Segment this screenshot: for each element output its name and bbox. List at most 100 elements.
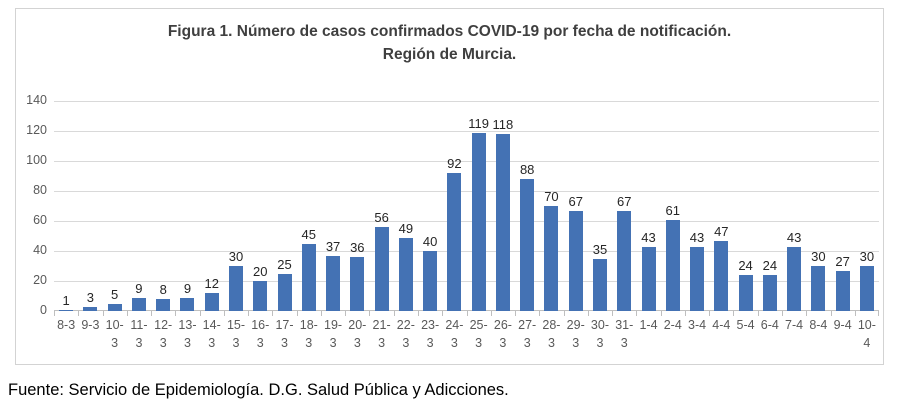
bar-slot: 40 23- 3: [417, 101, 442, 350]
y-axis-label: 0: [40, 303, 47, 317]
bar-value-label: 47: [714, 223, 729, 239]
bar-slot: 3 9-3: [78, 101, 102, 332]
x-axis-tick: [709, 311, 711, 316]
x-axis-tick: [126, 311, 128, 316]
x-axis-label: 16- 3: [251, 318, 270, 351]
bar-value-label: 24: [762, 258, 778, 273]
bar-value-label: 5: [111, 286, 119, 302]
x-axis-tick: [587, 311, 589, 316]
x-axis-tick: [223, 311, 225, 316]
bar: [131, 297, 146, 311]
x-axis-label: 3-4: [687, 318, 707, 332]
gridline: [54, 281, 879, 282]
bar-value-label: 30: [859, 249, 875, 264]
bar-slot: 9 13- 3: [175, 101, 199, 350]
bar-slot: 92 24- 3: [442, 101, 466, 350]
x-axis-tick: [54, 311, 55, 316]
x-axis-tick: [417, 311, 419, 316]
x-axis-label: 5-4: [736, 318, 755, 332]
x-axis-label: 9-4: [833, 318, 852, 332]
bar-value-label: 36: [350, 240, 365, 255]
bar-value-label: 9: [183, 280, 192, 296]
x-axis-tick: [466, 311, 468, 316]
x-axis-label: 29- 3: [566, 318, 585, 351]
bar-slot: 25 17- 3: [272, 101, 296, 350]
bar-slot: 30 15- 3: [223, 101, 248, 350]
x-axis-label: 9-3: [81, 318, 100, 332]
x-axis-label: 28- 3: [542, 318, 561, 351]
bar-value-label: 40: [422, 234, 438, 249]
x-axis-label: 11- 3: [130, 318, 148, 351]
bar-slot: 88 27- 3: [515, 101, 539, 350]
x-axis-label: 20- 3: [348, 318, 367, 351]
gridline: [54, 251, 879, 252]
bar-value-label: 43: [786, 229, 802, 245]
bar: [714, 240, 729, 311]
bar: [568, 210, 583, 311]
x-axis-tick: [660, 311, 662, 316]
bar-value-label: 8: [159, 282, 167, 297]
x-axis-label: 14- 3: [202, 318, 221, 351]
bar-value-label: 88: [519, 162, 535, 177]
bar-value-label: 1: [62, 292, 70, 308]
bar-slot: 9 11- 3: [126, 101, 151, 350]
x-axis-label: 25- 3: [469, 318, 488, 351]
bar-slot: 61 2-4: [660, 101, 685, 332]
bar-value-label: 25: [277, 256, 292, 272]
bar: [665, 219, 680, 311]
bar-slot: 24 5-4: [733, 101, 757, 332]
bar: [301, 243, 316, 311]
bar-value-label: 70: [544, 189, 559, 204]
y-axis: 0 20 40 60 80 100 120 140: [16, 93, 47, 317]
y-axis-label: 140: [26, 93, 47, 107]
bar: [762, 275, 777, 311]
bar-slot: 56 21- 3: [369, 101, 393, 350]
x-axis-label: 7-4: [785, 318, 804, 332]
bar: [787, 246, 802, 311]
chart-container: Figura 1. Número de casos confirmados CO…: [15, 8, 884, 365]
bar-slot: 118 26- 3: [490, 101, 515, 350]
bar-slot: 1 8-3: [54, 101, 78, 332]
bar: [107, 303, 122, 311]
bar-slot: 24 6-4: [757, 101, 782, 332]
x-axis-tick: [757, 311, 759, 316]
bar-value-label: 35: [592, 241, 608, 257]
y-axis-label: 80: [33, 183, 47, 197]
x-axis-label: 2-4: [663, 318, 682, 332]
bar: [641, 246, 656, 311]
x-axis-label: 4-4: [712, 318, 731, 332]
bar: [204, 293, 219, 311]
x-axis-label: 27- 3: [518, 318, 537, 351]
y-axis-label: 120: [26, 123, 47, 137]
x-axis-tick: [369, 311, 371, 316]
x-axis-tick: [272, 311, 274, 316]
bar-value-label: 43: [689, 229, 705, 245]
bar-slot: 20 16- 3: [248, 101, 272, 350]
bar-slot: 5 10- 3: [102, 101, 127, 350]
y-axis-label: 40: [33, 243, 47, 257]
bar: [83, 306, 98, 311]
x-axis-label: 17- 3: [275, 318, 294, 351]
x-axis-label: 15- 3: [226, 318, 246, 351]
x-axis-label: 22- 3: [396, 318, 415, 351]
bar-slot: 37 19- 3: [320, 101, 345, 350]
x-axis-tick: [684, 311, 686, 316]
gridline: [54, 221, 879, 222]
bar-slot: 119 25- 3: [466, 101, 491, 350]
x-axis-label: 19- 3: [324, 318, 343, 351]
plot-area: 1 8-3 3 9-3 5 10- 3 9 11- 3 8 12- 3 9 13- 3 12 14- 3 30 15- 3…: [54, 101, 879, 350]
bar-value-label: 67: [568, 193, 583, 209]
gridline: [54, 161, 879, 162]
bar-slot: 35 30- 3: [587, 101, 612, 350]
x-axis-tick: [199, 311, 201, 316]
bar-value-label: 92: [447, 156, 462, 171]
x-axis-tick: [612, 311, 614, 316]
bar: [277, 273, 292, 311]
chart-title-line1: Figura 1. Número de casos confirmados CO…: [167, 23, 732, 40]
x-axis-tick: [636, 311, 638, 316]
bar-value-label: 3: [86, 289, 95, 305]
x-axis-tick: [563, 311, 565, 316]
bar-slot: 27 9-4: [830, 101, 855, 332]
bar-slot: 30 10- 4: [854, 101, 879, 350]
